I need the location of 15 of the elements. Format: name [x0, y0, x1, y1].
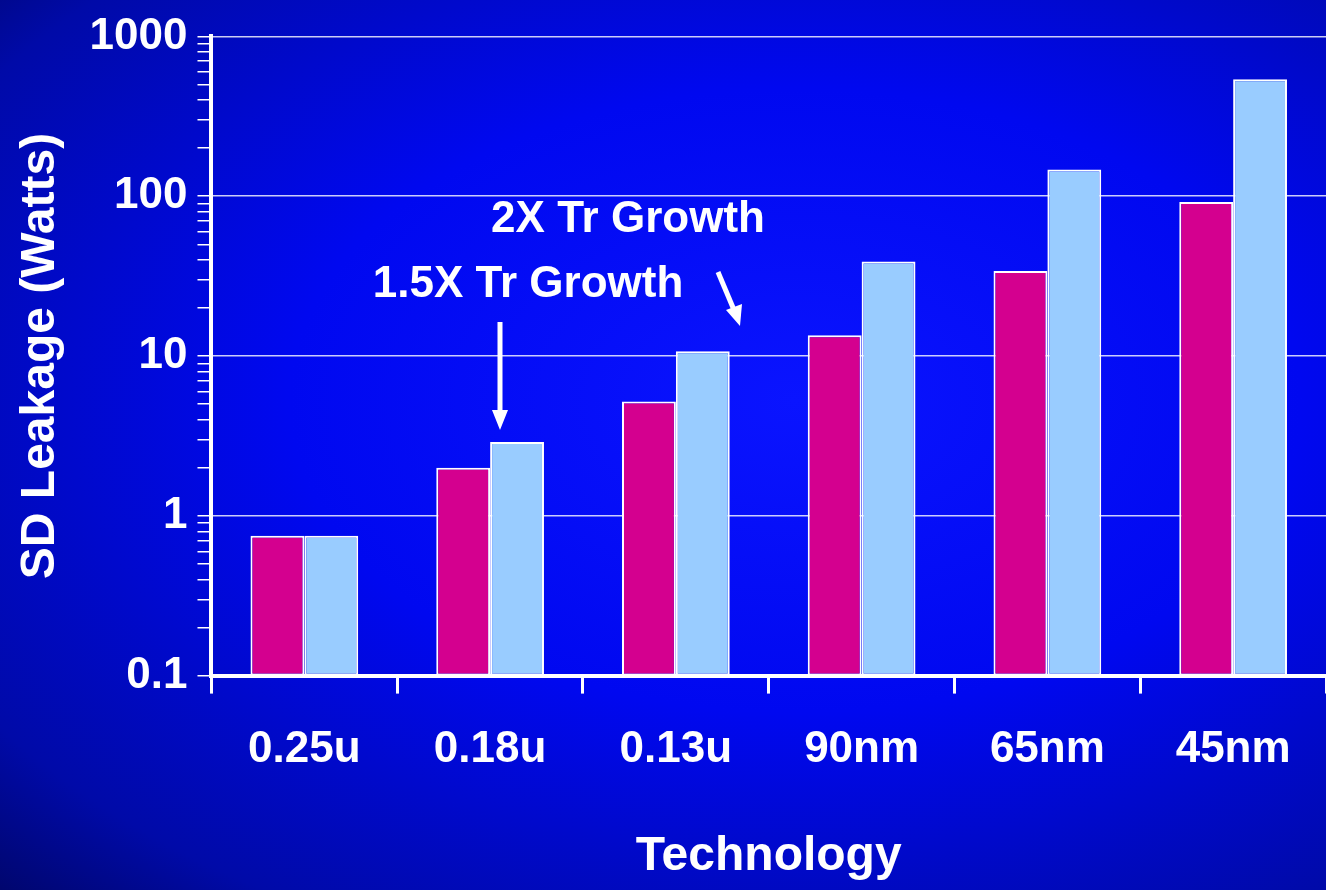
y-tick-label: 1000 — [89, 8, 188, 58]
x-tick-label: 0.25u — [248, 722, 361, 772]
x-axis-title: Technology — [635, 827, 902, 881]
x-tick-label: 45nm — [1175, 722, 1291, 772]
y-tick-label: 10 — [138, 328, 188, 378]
y-tick-label: 100 — [114, 168, 188, 218]
y-tick-label: 1 — [163, 487, 188, 537]
annotation: 2X Tr Growth — [491, 192, 765, 242]
y-tick-label: 0.1 — [126, 647, 188, 697]
y-axis-title: SD Leakage (Watts) — [11, 132, 65, 580]
x-tick-label: 90nm — [804, 722, 920, 772]
annotation: 1.5X Tr Growth — [372, 257, 684, 307]
x-tick-label: 0.18u — [433, 722, 547, 772]
x-tick-label: 65nm — [989, 722, 1105, 772]
x-tick-label: 0.13u — [619, 722, 733, 772]
